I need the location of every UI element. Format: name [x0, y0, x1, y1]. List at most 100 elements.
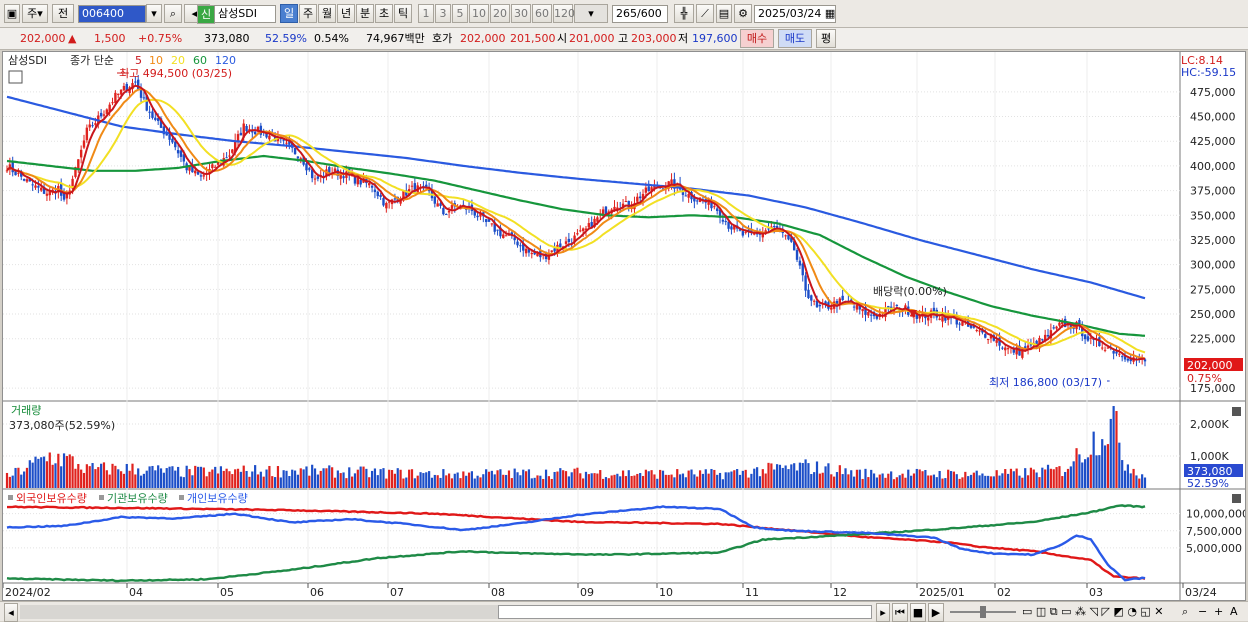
gear-icon[interactable]: ⚙	[734, 4, 752, 23]
high-price: 203,000	[631, 32, 677, 45]
volume-bar	[34, 456, 37, 488]
rewind-icon[interactable]: ⏮	[892, 603, 908, 622]
zoom-slider-handle[interactable]	[980, 606, 986, 618]
interval-1-button[interactable]: 1	[418, 4, 434, 23]
volume-bar	[285, 470, 288, 488]
volume-bar	[599, 470, 602, 488]
candle-body	[733, 225, 736, 230]
interval-3-button[interactable]: 3	[435, 4, 451, 23]
high-label: 고	[618, 32, 629, 45]
play-icon[interactable]: ▶	[928, 603, 944, 622]
buy-button[interactable]: 매수	[740, 29, 774, 48]
volume-bar	[336, 470, 339, 488]
bottom-scrollbar: ◂ ▸ ⏮ ■ ▶ ▭ ◫ ⧉ ▭ ⁂ ◹ ◸ ◩ ◔ ◱ ✕ ⌕ − + A	[0, 601, 1248, 622]
period-4-button[interactable]: 분	[356, 4, 374, 23]
window-icon[interactable]: ▣	[4, 4, 20, 23]
volume-bar	[753, 468, 756, 488]
interval-20-button[interactable]: 20	[490, 4, 510, 23]
scroll-left-icon[interactable]: ◂	[4, 603, 18, 622]
interval-5-button[interactable]: 5	[452, 4, 468, 23]
volume-bar	[647, 471, 650, 488]
volume-bar	[844, 468, 847, 488]
volume-bar	[57, 453, 60, 488]
volume-bar	[787, 469, 790, 488]
eval-button[interactable]: 평	[816, 29, 836, 48]
draw-tool-icon[interactable]: ⟋	[696, 4, 714, 23]
scroll-thumb[interactable]	[498, 605, 872, 619]
font-size-icon[interactable]: A	[1230, 605, 1238, 618]
volume-bar	[328, 465, 331, 488]
candle-body	[559, 243, 562, 248]
stock-name-field[interactable]: 삼성SDI	[214, 5, 276, 23]
candle-body	[601, 209, 605, 217]
volume-bar	[1075, 448, 1078, 488]
volume-bar	[482, 474, 485, 488]
volume-bar	[659, 469, 662, 488]
interval-30-button[interactable]: 30	[511, 4, 531, 23]
zoom-plus-icon[interactable]: +	[1214, 605, 1224, 618]
stock-code-input[interactable]: 006400	[78, 5, 146, 23]
table-icon[interactable]	[8, 70, 23, 84]
period-3-button[interactable]: 년	[337, 4, 355, 23]
zoom-minus-icon[interactable]: −	[1198, 605, 1208, 618]
candle-type-icon[interactable]: ╬	[674, 4, 694, 23]
interval-60-button[interactable]: 60	[532, 4, 552, 23]
volume-bar	[191, 475, 194, 488]
volume-bar	[961, 477, 964, 488]
high-annotation: 최고 494,500 (03/25)	[119, 67, 232, 80]
candle-body	[1112, 351, 1115, 354]
period-2-button[interactable]: 월	[318, 4, 336, 23]
candle-body	[5, 170, 9, 172]
candle-body	[231, 149, 234, 153]
save-icon[interactable]: ▤	[716, 4, 732, 23]
data-count-field[interactable]: 265/600	[612, 5, 668, 23]
code-type-button[interactable]: 전	[52, 4, 74, 23]
volume-bar	[727, 472, 730, 488]
interval-120-button[interactable]: 120	[553, 4, 575, 23]
volume-bar	[165, 468, 168, 488]
candle-body	[613, 206, 616, 211]
code-dropdown-icon[interactable]: ▾	[146, 4, 162, 23]
candle-body	[34, 185, 37, 188]
search-icon[interactable]: ⌕	[164, 4, 182, 23]
date-field[interactable]: 2025/03/24 ▦	[754, 5, 836, 23]
candle-body	[584, 228, 588, 231]
volume-bar	[624, 476, 628, 488]
volume-bar	[601, 478, 605, 488]
stop-icon[interactable]: ■	[910, 603, 926, 622]
chart-grid	[3, 52, 1245, 600]
interval-10-button[interactable]: 10	[469, 4, 489, 23]
volume-bar	[447, 473, 451, 488]
volume-bar	[174, 470, 177, 488]
volume-bar	[684, 477, 687, 488]
interval-input[interactable]: ▾	[574, 4, 608, 23]
volume-bar	[793, 463, 796, 488]
tool-icons[interactable]: ▭ ◫ ⧉ ▭ ⁂ ◹ ◸ ◩ ◔ ◱ ✕	[1022, 605, 1164, 618]
x-tick-label: 05	[220, 586, 234, 599]
volume-bar	[838, 465, 841, 488]
period-5-button[interactable]: 초	[375, 4, 393, 23]
candle-body	[547, 254, 551, 260]
period-1-button[interactable]: 주	[299, 4, 317, 23]
candle-body	[413, 183, 417, 192]
candle-body	[741, 231, 745, 236]
holding-panel-close-icon[interactable]	[1232, 494, 1241, 503]
period-0-button[interactable]: 일	[280, 4, 298, 23]
candle-body	[45, 193, 49, 196]
volume-bar	[370, 470, 374, 488]
volume-bar	[100, 463, 103, 488]
scroll-track[interactable]	[20, 605, 498, 619]
scroll-right-icon[interactable]: ▸	[876, 603, 890, 622]
volume-panel-close-icon[interactable]	[1232, 407, 1241, 416]
volume-bar	[721, 479, 724, 488]
search-zoom-icon[interactable]: ⌕	[1182, 605, 1189, 618]
candle-body	[245, 125, 248, 132]
volume-bar	[644, 469, 647, 488]
sell-button[interactable]: 매도	[778, 29, 812, 48]
volume-bar	[205, 476, 208, 488]
market-select[interactable]: 주▾	[22, 4, 48, 23]
period-6-button[interactable]: 틱	[394, 4, 412, 23]
volume-bar	[830, 474, 833, 488]
calendar-icon[interactable]: ▦	[824, 7, 836, 20]
x-tick-label: 11	[745, 586, 759, 599]
